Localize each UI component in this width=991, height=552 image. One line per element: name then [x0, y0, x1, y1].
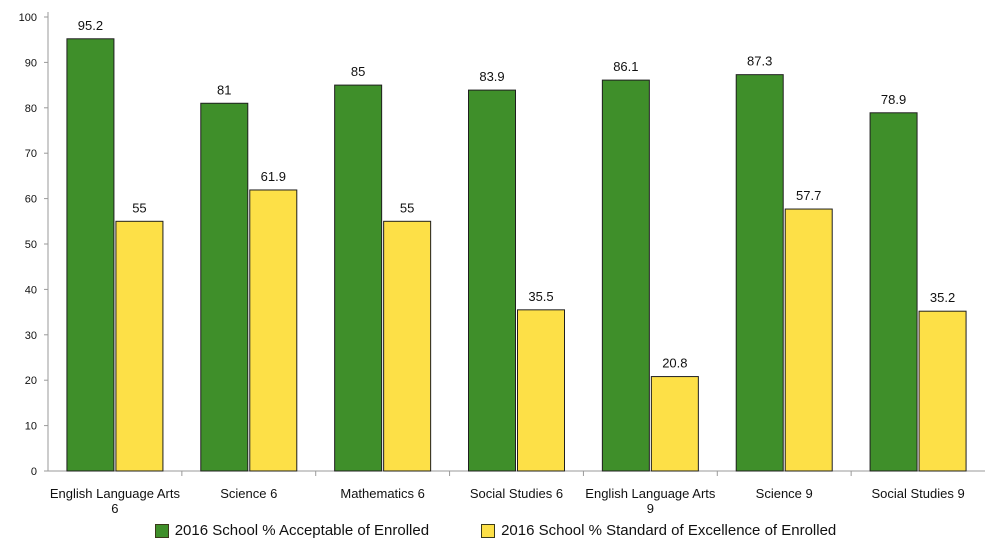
- bar: [735, 74, 784, 472]
- legend: 2016 School % Acceptable of Enrolled 201…: [0, 522, 991, 539]
- data-label: 20.8: [662, 356, 687, 371]
- y-tick-label: 90: [25, 57, 37, 69]
- bar: [517, 309, 565, 472]
- bar: [601, 79, 650, 472]
- bar: [334, 84, 383, 472]
- y-tick-label: 20: [25, 375, 37, 387]
- y-tick-label: 80: [25, 103, 37, 115]
- y-tick-label: 50: [25, 239, 37, 251]
- data-label: 55: [132, 200, 146, 215]
- data-label: 87.3: [747, 54, 772, 69]
- data-label: 35.5: [528, 289, 553, 304]
- y-tick-label: 0: [31, 466, 37, 478]
- y-tick-label: 100: [19, 12, 37, 24]
- data-label: 83.9: [479, 69, 504, 84]
- bar: [918, 310, 967, 472]
- bar: [66, 38, 115, 472]
- data-label: 85: [351, 64, 365, 79]
- x-tick-label: Science 9: [756, 486, 813, 501]
- data-label: 61.9: [261, 169, 286, 184]
- x-tick-label: English Language Arts 6: [50, 486, 181, 516]
- data-label: 95.2: [78, 18, 103, 33]
- x-tick-label: Social Studies 9: [871, 486, 964, 501]
- bar: [468, 89, 516, 472]
- bar: [249, 189, 298, 472]
- bar-chart: 0 10 20 30 40 50 60 70 80 90 100 English Language A…: [19, 12, 985, 516]
- data-label: 81: [217, 82, 231, 97]
- legend-item-acceptable: 2016 School % Acceptable of Enrolled: [154, 522, 430, 539]
- data-label: 35.2: [930, 290, 955, 305]
- y-tick-label: 70: [25, 148, 37, 160]
- x-tick-label: English Language Arts 9: [585, 486, 716, 516]
- data-label: 86.1: [613, 59, 638, 74]
- legend-swatch-acceptable: [154, 523, 169, 538]
- bar: [200, 102, 249, 472]
- x-tick-label: Social Studies 6: [470, 486, 563, 501]
- legend-label-acceptable: 2016 School % Acceptable of Enrolled: [174, 522, 430, 539]
- bar: [383, 220, 432, 472]
- y-tick-label: 40: [25, 284, 37, 296]
- bar: [784, 208, 833, 472]
- x-tick-label: Science 6: [220, 486, 277, 501]
- bar: [869, 112, 918, 472]
- x-tick-label: Mathematics 6: [340, 486, 425, 501]
- legend-label-excellence: 2016 School % Standard of Excellence of …: [501, 522, 837, 539]
- bar: [650, 376, 699, 472]
- data-label: 78.9: [881, 92, 906, 107]
- data-label: 55: [400, 200, 414, 215]
- y-tick-label: 10: [25, 421, 37, 433]
- legend-item-excellence: 2016 School % Standard of Excellence of …: [481, 522, 836, 539]
- bar: [115, 220, 164, 472]
- legend-swatch-excellence: [481, 523, 496, 538]
- y-tick-label: 60: [25, 194, 37, 206]
- y-tick-label: 30: [25, 330, 37, 342]
- data-label: 57.7: [796, 188, 821, 203]
